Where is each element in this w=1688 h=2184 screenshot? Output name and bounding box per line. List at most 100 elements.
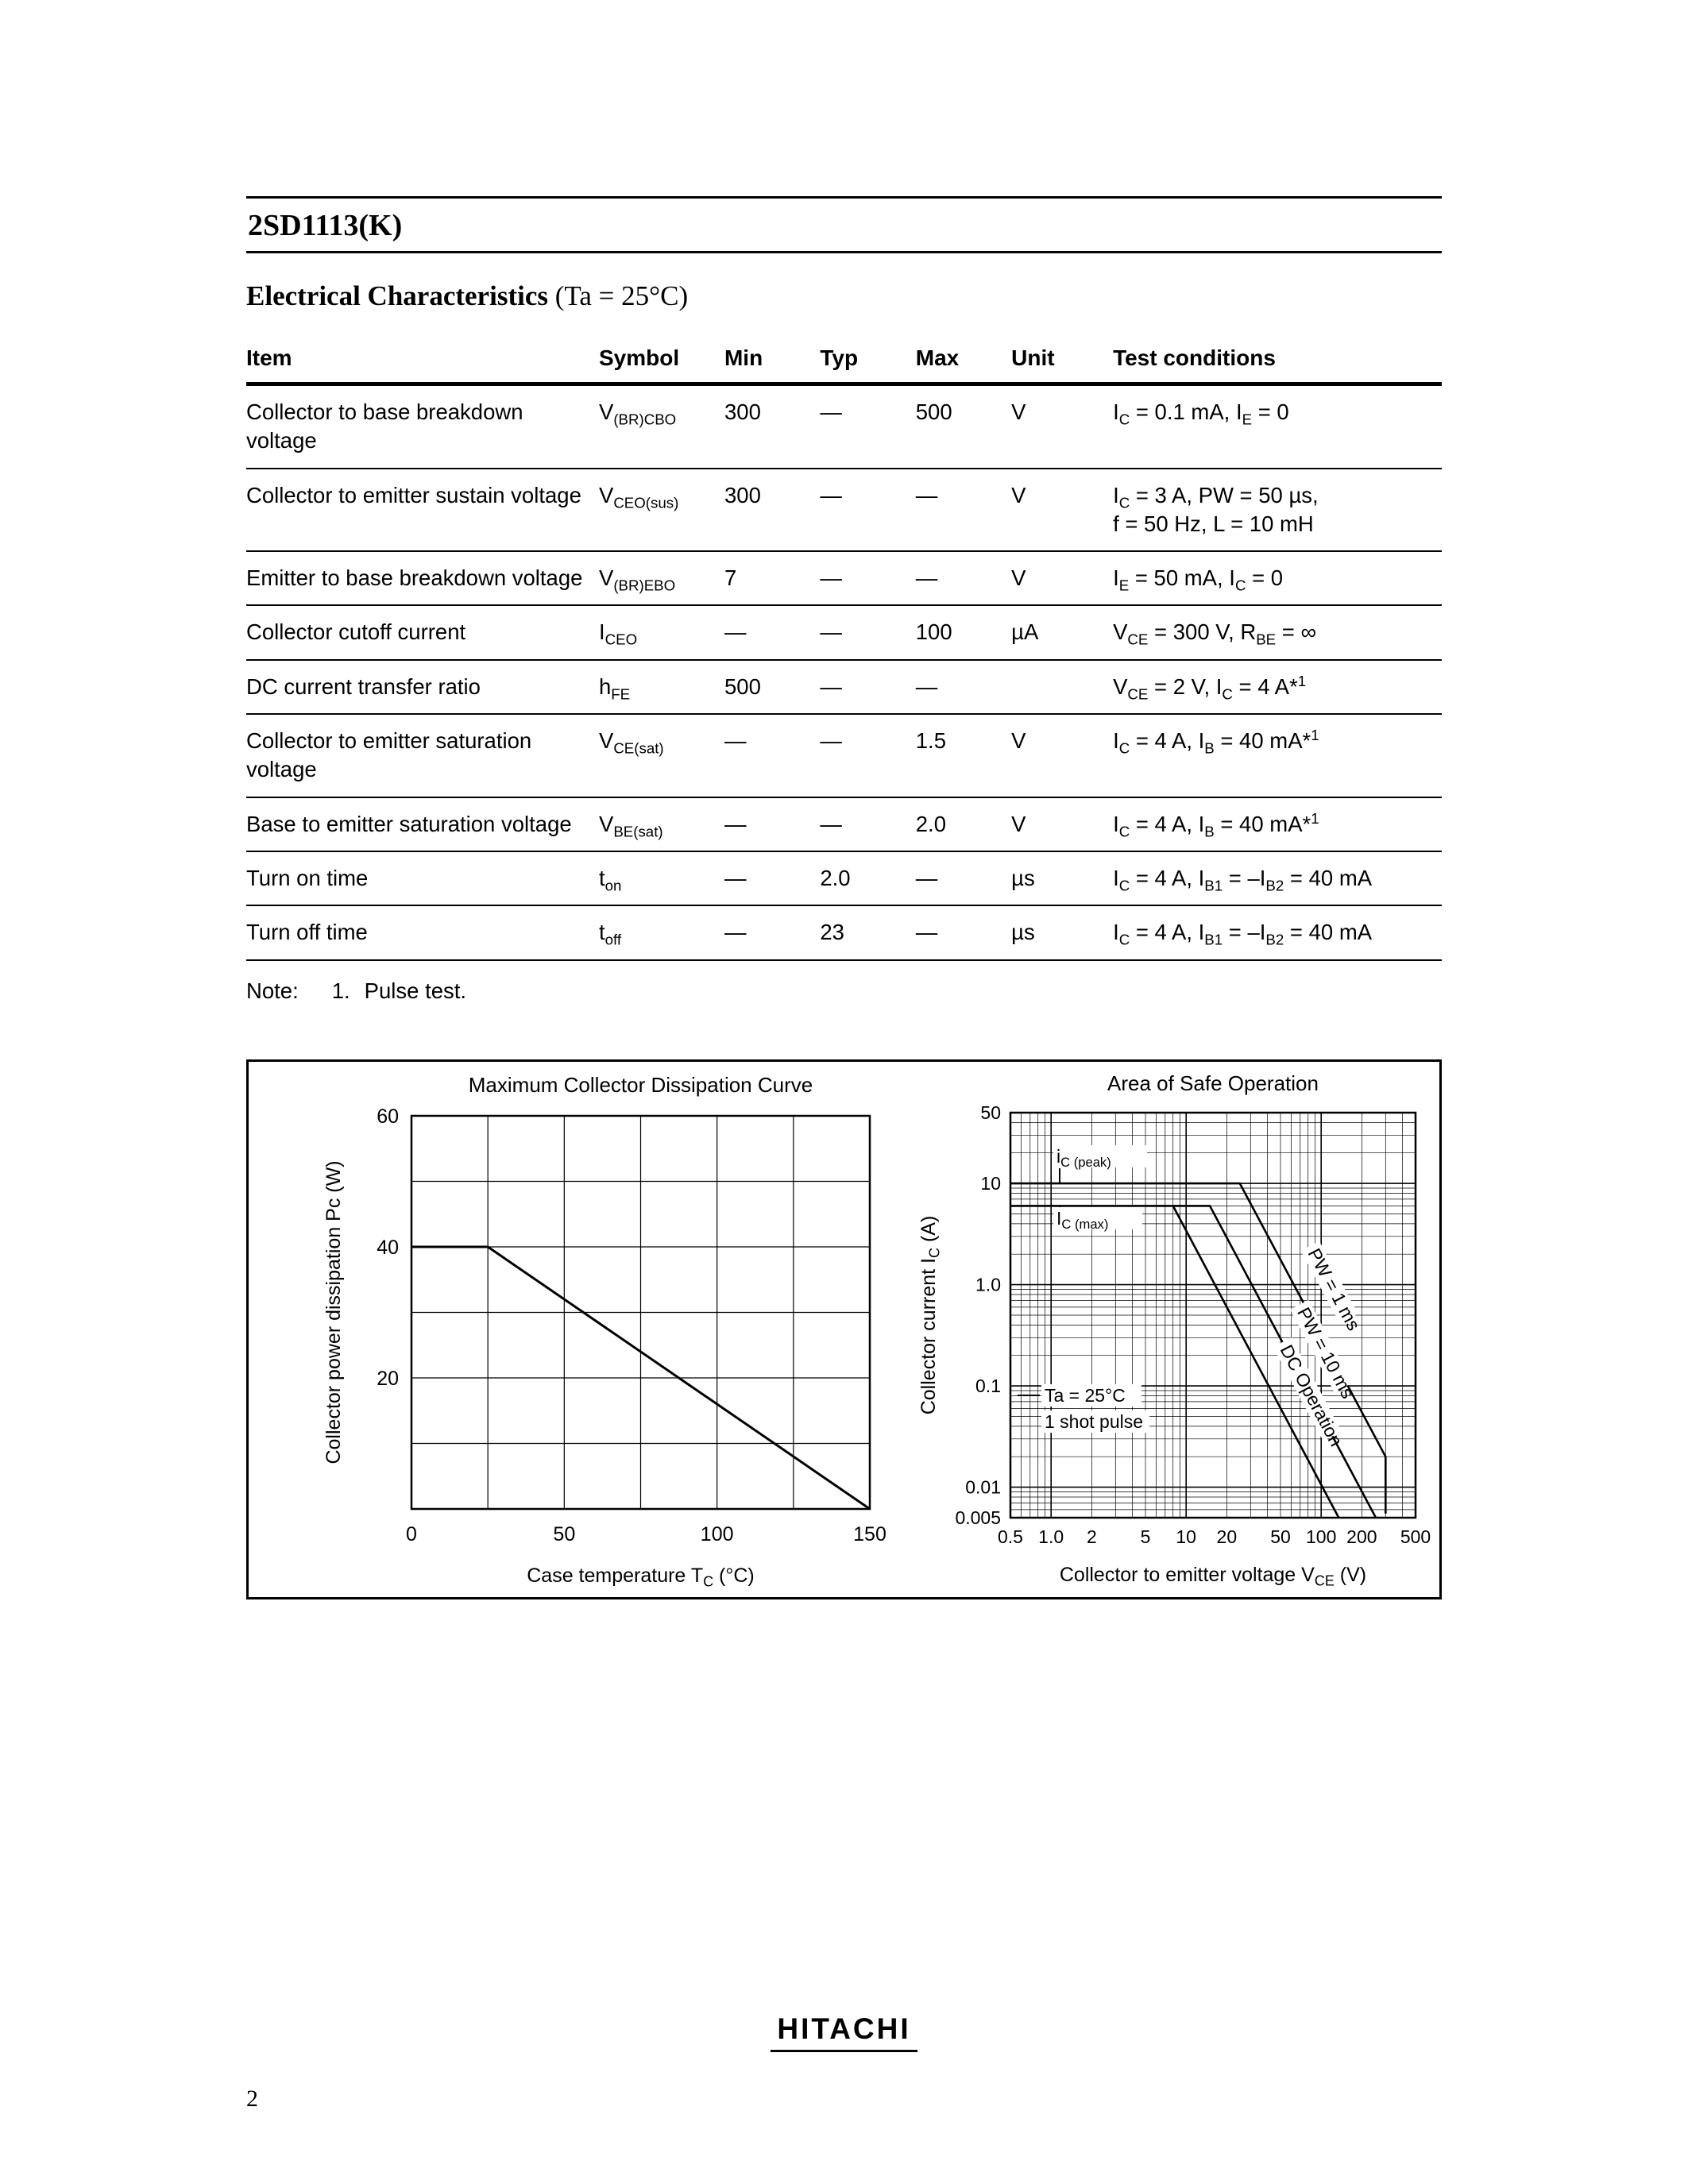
cell-unit: µs <box>1011 905 1114 961</box>
cell-max: 2.0 <box>915 797 1012 852</box>
aso-chart: 0.5 1.0 2 5 10 20 50 100 200 500 50 10 1.0 0.1 0.01 0.0… <box>911 1068 1435 1596</box>
cell-unit: V <box>1011 797 1114 852</box>
cell-typ: — <box>820 468 916 553</box>
hitachi-logo: HITACHI <box>771 2012 917 2052</box>
column-header-max: Max <box>915 345 1012 386</box>
table-header-row: Item Symbol Min Typ Max Unit Test conditions <box>246 345 1442 386</box>
cell-symbol: VCE(sat) <box>598 714 724 798</box>
column-header-item: Item <box>246 345 599 386</box>
note-number: 1. <box>331 978 350 1003</box>
annotation-ic-max: IC (max) <box>1056 1208 1108 1232</box>
cell-symbol: ICEO <box>598 605 724 661</box>
cell-min: — <box>724 605 821 661</box>
column-header-unit: Unit <box>1011 345 1114 386</box>
annotation-one-shot-pulse: 1 shot pulse <box>1045 1411 1143 1432</box>
aso-curve-dc-operation <box>1172 1205 1340 1518</box>
svg-text:Area of Safe Operation: Area of Safe Operation <box>1107 1071 1319 1095</box>
cell-test-conditions: IC = 3 A, PW = 50 µs, f = 50 Hz, L = 10 … <box>1113 468 1442 553</box>
note-text: Pulse test. <box>364 978 467 1003</box>
annotation-ic-peak: iC (peak) <box>1056 1146 1111 1170</box>
dissipation-curve <box>411 1245 871 1510</box>
note: Note: 1. Pulse test. <box>246 978 1442 1004</box>
cell-symbol: toff <box>598 905 724 961</box>
table-row: Turn off time toff —23— µs IC = 4 A, IB1 = –… <box>246 905 1442 961</box>
cell-min: 300 <box>724 384 821 469</box>
header-rule-bottom <box>246 251 1442 253</box>
section-title-main: Electrical Characteristics <box>246 280 548 311</box>
svg-text:100: 100 <box>1306 1526 1336 1547</box>
svg-text:5: 5 <box>1141 1526 1151 1547</box>
cell-min: 500 <box>724 659 821 716</box>
svg-text:200: 200 <box>1346 1526 1377 1547</box>
svg-text:0.005: 0.005 <box>955 1507 1001 1528</box>
cell-item: Base to emitter saturation voltage <box>246 797 599 852</box>
cell-unit: V <box>1011 468 1114 553</box>
cell-typ: — <box>820 797 916 852</box>
svg-text:1.0: 1.0 <box>975 1274 1001 1295</box>
page-number: 2 <box>246 2085 258 2112</box>
svg-text:0.1: 0.1 <box>975 1376 1001 1396</box>
header-rule-top <box>246 196 1442 199</box>
svg-text:50: 50 <box>980 1102 1001 1123</box>
cell-item: Collector cutoff current <box>246 605 599 661</box>
cell-typ: 23 <box>820 905 916 961</box>
svg-text:50: 50 <box>553 1523 575 1545</box>
section-title: Electrical Characteristics (Ta = 25°C) <box>246 280 1442 312</box>
cell-unit: V <box>1011 384 1114 469</box>
cell-symbol: V(BR)CBO <box>598 384 724 469</box>
cell-max: — <box>915 905 1012 961</box>
cell-unit: V <box>1011 714 1114 798</box>
cell-unit: V <box>1011 551 1114 607</box>
cell-symbol: VCEO(sus) <box>598 468 724 553</box>
annotation-ta: Ta = 25°C <box>1045 1385 1126 1406</box>
cell-max: — <box>915 659 1012 716</box>
cell-test-conditions: IC = 4 A, IB = 40 mA*1 <box>1113 797 1442 852</box>
svg-text:60: 60 <box>377 1106 399 1128</box>
cell-max: — <box>915 468 1012 553</box>
svg-text:20: 20 <box>377 1368 399 1390</box>
svg-text:40: 40 <box>377 1237 399 1259</box>
svg-text:Collector current IC (A): Collector current IC (A) <box>917 1215 943 1414</box>
table-row: Base to emitter saturation voltage VBE(sa… <box>246 797 1442 852</box>
cell-typ: 2.0 <box>820 851 916 907</box>
cell-item: Turn on time <box>246 851 599 907</box>
cell-min: — <box>724 905 821 961</box>
cell-typ: — <box>820 605 916 661</box>
cell-unit: µs <box>1011 851 1114 907</box>
cell-max: 1.5 <box>915 714 1012 798</box>
column-header-symbol: Symbol <box>598 345 724 386</box>
cell-symbol: ton <box>598 851 724 907</box>
cell-min: — <box>724 797 821 852</box>
doc-id: 2SD1113(K) <box>248 209 403 242</box>
cell-min: — <box>724 714 821 798</box>
page-content: 2SD1113(K) Electrical Characteristics (T… <box>246 196 1442 2112</box>
cell-symbol: V(BR)EBO <box>598 551 724 607</box>
svg-text:10: 10 <box>1176 1526 1196 1547</box>
svg-text:50: 50 <box>1270 1526 1291 1547</box>
column-header-typ: Typ <box>820 345 916 386</box>
table-row: Turn on time ton —2.0— µs IC = 4 A, IB1 = –I… <box>246 851 1442 907</box>
column-header-test-conditions: Test conditions <box>1113 345 1442 386</box>
table-row: Collector to emitter saturation voltage V… <box>246 714 1442 798</box>
svg-text:10: 10 <box>980 1173 1001 1194</box>
electrical-characteristics-table: Item Symbol Min Typ Max Unit Test conditions C… <box>246 345 1442 961</box>
svg-text:Maximum Collector Dissipation: Maximum Collector Dissipation Curve <box>469 1073 813 1097</box>
cell-typ: — <box>820 714 916 798</box>
svg-text:Case temperature TC (°C): Case temperature TC (°C) <box>527 1565 755 1590</box>
cell-test-conditions: IC = 0.1 mA, IE = 0 <box>1113 384 1442 469</box>
table-row: Collector to emitter sustain voltage VCEO… <box>246 468 1442 553</box>
dissipation-chart: Maximum Collector Dissipation Curve 0 50 10… <box>265 1068 892 1596</box>
cell-test-conditions: VCE = 2 V, IC = 4 A*1 <box>1113 659 1442 716</box>
table-row: DC current transfer ratio hFE 500— — VCE = 2… <box>246 659 1442 716</box>
characteristics-figure: Maximum Collector Dissipation Curve 0 50 10… <box>246 1059 1442 1599</box>
cell-max: 500 <box>915 384 1012 469</box>
cell-test-conditions: IE = 50 mA, IC = 0 <box>1113 551 1442 607</box>
svg-text:500: 500 <box>1400 1526 1431 1547</box>
dissipation-chart-svg: Maximum Collector Dissipation Curve 0 50 10… <box>323 1073 886 1590</box>
cell-min: 300 <box>724 468 821 553</box>
svg-text:2: 2 <box>1087 1526 1097 1547</box>
cell-item: Emitter to base breakdown voltage <box>246 551 599 607</box>
svg-text:0: 0 <box>406 1523 417 1545</box>
cell-unit: µA <box>1011 605 1114 661</box>
